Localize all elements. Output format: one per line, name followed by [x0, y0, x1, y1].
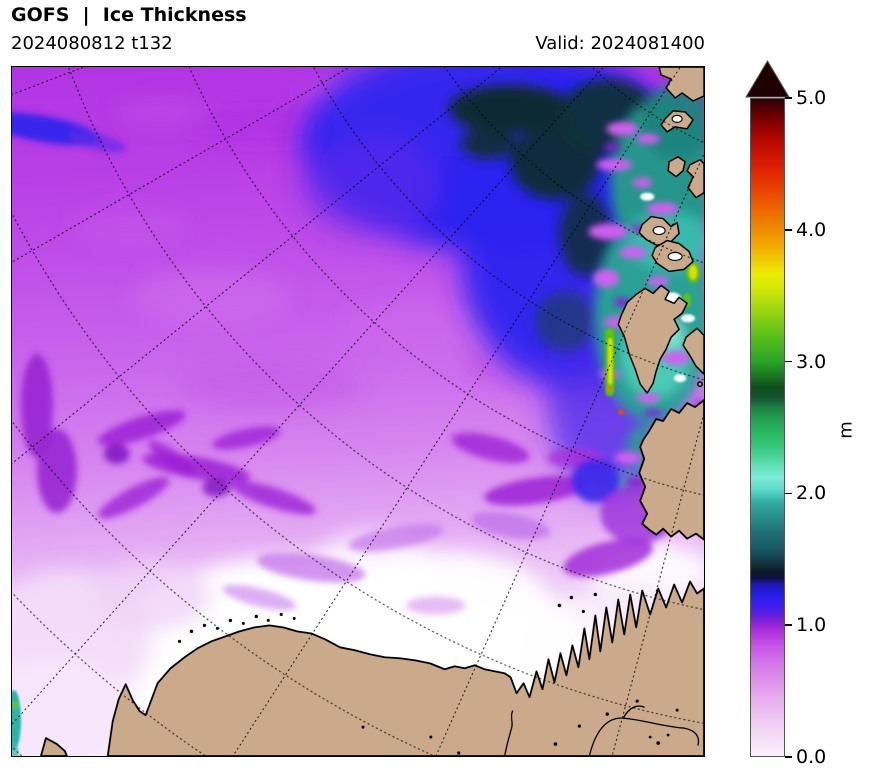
island	[682, 327, 704, 375]
mainland-coast	[106, 580, 704, 756]
coastal-islets-and-lakes	[177, 592, 679, 755]
colorbar-ticks: 5.0 4.0 3.0 2.0 1.0 0.0	[785, 87, 869, 768]
valid-timestamp: Valid: 2024081400	[535, 33, 705, 54]
ice-thickness-map	[11, 66, 705, 757]
land-layer	[40, 67, 704, 756]
island	[667, 155, 686, 178]
colorbar-gradient	[750, 98, 785, 757]
colorbar-tick	[785, 360, 792, 363]
river	[588, 717, 700, 756]
colorbar-tick	[785, 97, 792, 99]
river	[503, 710, 514, 756]
colorbar-tick-label: 4.0	[796, 218, 827, 241]
east-peninsula	[638, 399, 704, 541]
purple-filaments	[12, 112, 704, 615]
colorbar-tick	[785, 229, 792, 231]
southwest-corner-land	[40, 737, 68, 756]
run-timestamp: 2024080812 t132	[11, 33, 173, 54]
map-canvas	[12, 67, 704, 756]
island-lagoon	[671, 114, 683, 123]
graticule-layer	[12, 67, 704, 756]
plot-title: GOFS | Ice Thickness	[11, 4, 247, 26]
island-lagoon	[667, 251, 683, 261]
left-edge-teal	[12, 690, 21, 756]
islet	[697, 381, 703, 388]
colorbar-tick-label: 1.0	[796, 614, 827, 637]
banks-island	[617, 284, 688, 394]
extreme-ice-pockets	[605, 157, 701, 415]
dark-slate-patches	[448, 78, 659, 352]
island	[658, 67, 704, 102]
colorbar-over-arrow-icon	[745, 60, 790, 98]
colorbar-tick-label: 5.0	[796, 87, 827, 109]
colorbar-tick	[785, 756, 792, 758]
colorbar-tick	[785, 492, 792, 495]
colorbar-unit-label: m	[835, 421, 857, 439]
island-lagoon	[652, 225, 666, 236]
colorbar-tick-label: 3.0	[796, 350, 827, 373]
colorbar-tick	[785, 624, 792, 626]
colorbar-tick-label: 0.0	[796, 746, 827, 768]
colorbar-tick-label: 2.0	[796, 482, 827, 505]
